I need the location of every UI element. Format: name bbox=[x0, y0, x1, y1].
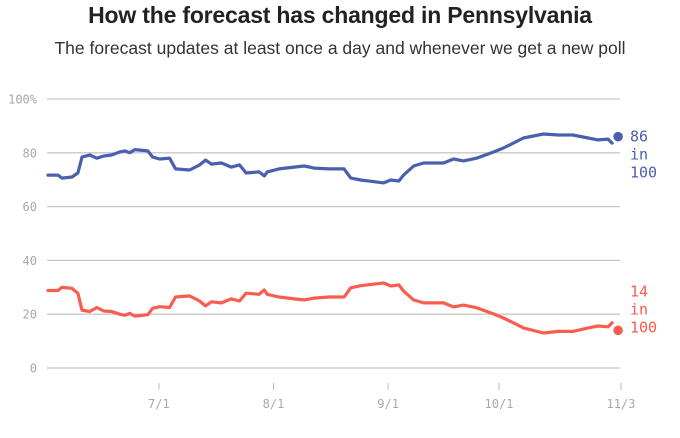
y-tick-label: 0 bbox=[30, 362, 37, 376]
series-lines bbox=[46, 131, 623, 336]
end-dot-red bbox=[613, 325, 623, 336]
y-tick-label: 60 bbox=[23, 200, 37, 214]
y-tick-label: 100% bbox=[8, 93, 38, 107]
x-tick-label: 9/1 bbox=[377, 397, 399, 411]
end-dot-blue bbox=[613, 131, 623, 142]
gridlines bbox=[47, 98, 620, 369]
chart-title: How the forecast has changed in Pennsylv… bbox=[88, 2, 592, 28]
x-tick-label: 8/1 bbox=[263, 397, 285, 411]
series-line-blue bbox=[46, 132, 614, 185]
end-label-blue: 86 bbox=[630, 128, 648, 146]
y-tick-label: 20 bbox=[23, 308, 37, 322]
x-axis: 7/1 8/1 9/1 10/1 11/3 bbox=[148, 383, 635, 411]
chart-subtitle: The forecast updates at least once a day… bbox=[54, 38, 626, 58]
y-tick-label: 80 bbox=[23, 146, 37, 160]
x-tick-label: 10/1 bbox=[485, 397, 514, 411]
y-axis: 100% 80 60 40 20 0 bbox=[8, 93, 38, 376]
x-tick-label: 7/1 bbox=[148, 397, 170, 411]
end-label-blue: 100 bbox=[630, 164, 657, 182]
end-label-blue: in bbox=[630, 146, 648, 164]
end-label-red: 14 bbox=[630, 282, 648, 300]
series-line-red bbox=[46, 281, 614, 335]
end-label-red: 100 bbox=[630, 318, 657, 336]
end-label-red: in bbox=[630, 300, 648, 318]
x-tick-label: 11/3 bbox=[607, 397, 636, 411]
y-tick-label: 40 bbox=[23, 254, 37, 268]
